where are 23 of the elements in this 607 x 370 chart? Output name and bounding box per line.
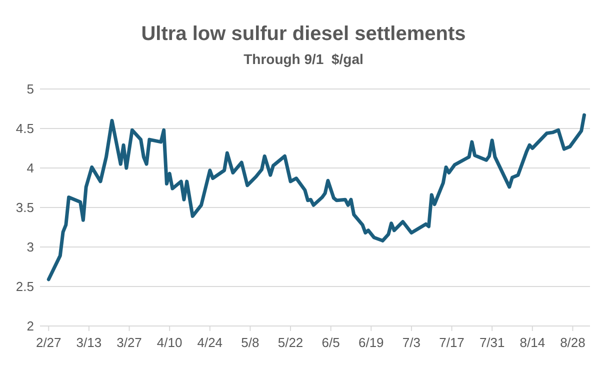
x-tick-label: 7/17 <box>439 335 464 350</box>
y-tick-label: 4.5 <box>16 121 34 136</box>
y-tick-label: 5 <box>26 82 34 96</box>
x-tick-label: 6/5 <box>322 335 340 350</box>
x-tick-label: 5/8 <box>241 335 260 350</box>
x-tick-label: 5/22 <box>278 335 304 350</box>
x-tick-label: 3/13 <box>76 335 102 350</box>
x-tick-label: 4/24 <box>197 335 223 350</box>
y-tick-label: 2 <box>26 318 34 334</box>
x-tick-label: 2/27 <box>36 335 62 350</box>
x-tick-label: 7/31 <box>479 335 505 350</box>
x-tick-label: 8/14 <box>520 335 546 350</box>
x-tick-label: 3/27 <box>116 335 142 350</box>
y-tick-label: 2.5 <box>16 279 34 294</box>
chart-subtitle: Through 9/1 $/gal <box>244 51 364 67</box>
chart-title: Ultra low sulfur diesel settlements <box>141 23 466 45</box>
x-tick-label: 7/3 <box>402 335 421 350</box>
x-tick-label: 4/10 <box>156 335 182 350</box>
y-tick-label: 4 <box>26 160 34 176</box>
x-tick-label: 6/19 <box>358 335 384 350</box>
y-tick-label: 3 <box>26 240 34 254</box>
x-tick-label: 8/28 <box>560 335 586 350</box>
y-tick-label: 3.5 <box>16 200 34 215</box>
